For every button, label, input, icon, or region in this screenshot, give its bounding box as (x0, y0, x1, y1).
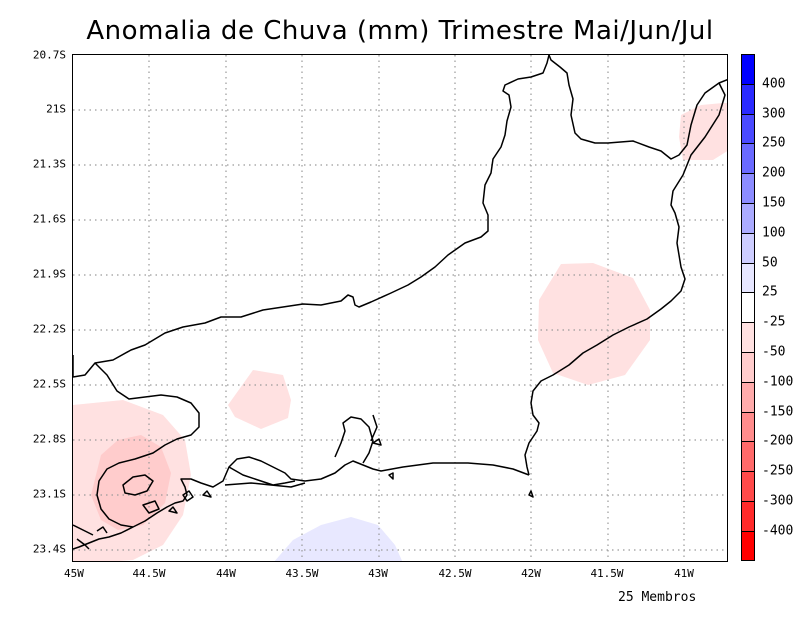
colorbar-swatch (741, 292, 755, 323)
state-boundary (73, 55, 727, 550)
colorbar-label: -25 (762, 314, 786, 330)
colorbar-label: 250 (762, 135, 786, 151)
colorbar-label: 300 (762, 106, 786, 122)
colorbar-swatch (741, 232, 755, 263)
anomaly-region-inland (228, 370, 291, 429)
lon-label: 42.5W (438, 567, 472, 580)
northeast-border (548, 55, 727, 160)
lon-label: 43.5W (285, 567, 319, 580)
colorbar-label: 150 (762, 195, 786, 211)
colorbar-swatch (741, 54, 755, 84)
lon-label: 44W (216, 567, 236, 580)
anomaly-region-offshore-south (274, 517, 403, 561)
colorbar-label: -100 (762, 374, 794, 390)
colorbar-label: -50 (762, 344, 786, 360)
colorbar-label: 25 (762, 284, 778, 300)
lat-label: 21S (46, 102, 66, 116)
lon-label: 42W (521, 567, 541, 580)
map-panel (72, 54, 728, 562)
southwest-coast-detail (73, 524, 108, 550)
colorbar-swatch (741, 471, 755, 501)
lon-label: 44.5W (132, 567, 166, 580)
colorbar-swatch (741, 351, 755, 382)
anomaly-region-northeast (679, 103, 727, 160)
lat-label: 20.7S (32, 48, 66, 62)
colorbar-swatch (741, 381, 755, 412)
colorbar (741, 54, 755, 561)
colorbar-swatch (741, 411, 755, 442)
anomaly-region-east-central (538, 263, 650, 385)
colorbar-label: -200 (762, 433, 794, 449)
colorbar-swatch (741, 262, 755, 293)
colorbar-swatch (741, 143, 755, 174)
map-canvas (73, 55, 727, 561)
lat-label: 23.4S (32, 542, 66, 556)
colorbar-label: 100 (762, 225, 786, 241)
lon-label: 41W (674, 567, 694, 580)
lat-label: 23.1S (32, 487, 66, 501)
lat-label: 21.9S (32, 267, 66, 281)
lat-label: 22.2S (32, 322, 66, 336)
ensemble-members-note: 25 Membros (618, 590, 697, 605)
colorbar-swatch (741, 441, 755, 472)
colorbar-swatch (741, 500, 755, 531)
lon-gridlines (148, 55, 685, 561)
colorbar-label: 400 (762, 76, 786, 92)
colorbar-label: -300 (762, 493, 794, 509)
guanabara-bay (334, 414, 378, 464)
colorbar-swatch (741, 83, 755, 114)
colorbar-label: 50 (762, 255, 778, 271)
colorbar-swatch (741, 322, 755, 352)
lon-label: 45W (64, 567, 84, 580)
colorbar-swatch (741, 202, 755, 233)
southwest-border (73, 355, 200, 528)
lat-label: 22.5S (32, 377, 66, 391)
lon-label: 43W (368, 567, 388, 580)
northern-border (73, 55, 550, 378)
lat-label: 22.8S (32, 432, 66, 446)
map-title: Anomalia de Chuva (mm) Trimestre Mai/Jun… (86, 16, 714, 46)
colorbar-label: -150 (762, 404, 794, 420)
anomaly-region-southwest-core (91, 435, 171, 530)
lat-label: 21.6S (32, 212, 66, 226)
colorbar-swatch (741, 530, 755, 561)
anomaly-shading (73, 103, 727, 561)
southern-coastline (73, 456, 530, 550)
colorbar-swatch (741, 173, 755, 203)
lat-label: 21.3S (32, 157, 66, 171)
sepetiba-bay-shore (224, 466, 306, 488)
eastern-coastline (524, 82, 726, 476)
ilha-grande (122, 474, 160, 514)
colorbar-label: -250 (762, 463, 794, 479)
colorbar-label: -400 (762, 523, 794, 539)
colorbar-label: 200 (762, 165, 786, 181)
colorbar-swatch (741, 113, 755, 144)
lon-label: 41.5W (590, 567, 624, 580)
coastal-islands (168, 438, 534, 514)
